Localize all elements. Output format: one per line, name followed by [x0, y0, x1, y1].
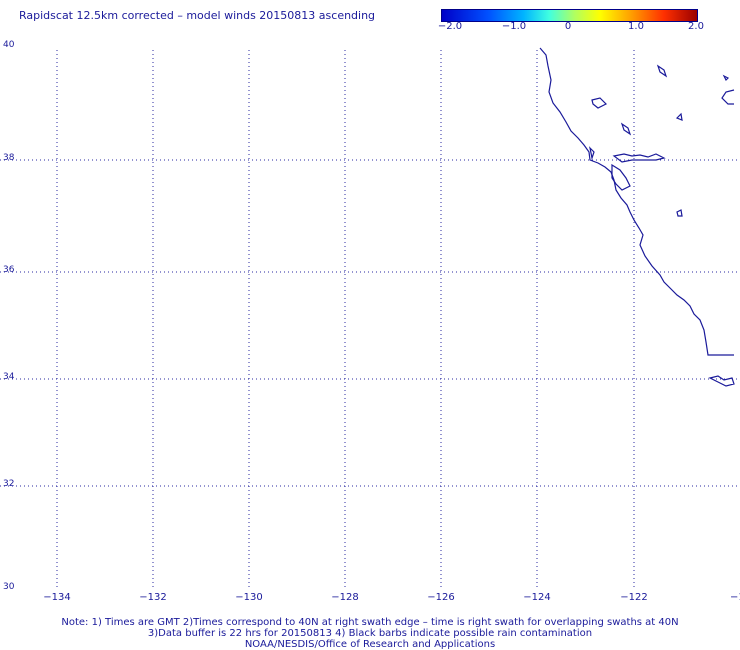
- lon-label: −128: [331, 592, 359, 603]
- lon-label: −130: [235, 592, 263, 603]
- latitude-gridlines: [0, 159, 740, 487]
- color-scale-bar: [441, 9, 698, 22]
- lon-label: −124: [523, 592, 551, 603]
- lat-label: 32: [3, 479, 15, 489]
- colorbar-tick: 0: [564, 21, 572, 32]
- longitude-gridlines: [56, 50, 635, 590]
- colorbar-tick: −2.0: [437, 21, 463, 32]
- lat-label: 40: [3, 40, 15, 50]
- note-line-1: Note: 1) Times are GMT 2)Times correspon…: [61, 617, 679, 628]
- lon-label: −132: [139, 592, 167, 603]
- lon-label: −120: [730, 592, 740, 603]
- coastline: [539, 47, 735, 387]
- lon-label: −122: [620, 592, 648, 603]
- lat-label: 34: [3, 372, 15, 382]
- colorbar-tick: 1.0: [628, 21, 644, 32]
- lat-label: 30: [3, 582, 15, 592]
- note-line-3: NOAA/NESDIS/Office of Research and Appli…: [244, 639, 496, 650]
- lon-label: −126: [427, 592, 455, 603]
- lat-label: 36: [3, 265, 15, 275]
- note-line-2: 3)Data buffer is 22 hrs for 20150813 4) …: [147, 628, 593, 639]
- colorbar-tick: −1.0: [501, 21, 527, 32]
- lon-label: −134: [43, 592, 71, 603]
- lat-label: 38: [3, 153, 15, 163]
- colorbar-tick: 2.0: [688, 21, 704, 32]
- map-title: Rapidscat 12.5km corrected – model winds…: [19, 9, 376, 22]
